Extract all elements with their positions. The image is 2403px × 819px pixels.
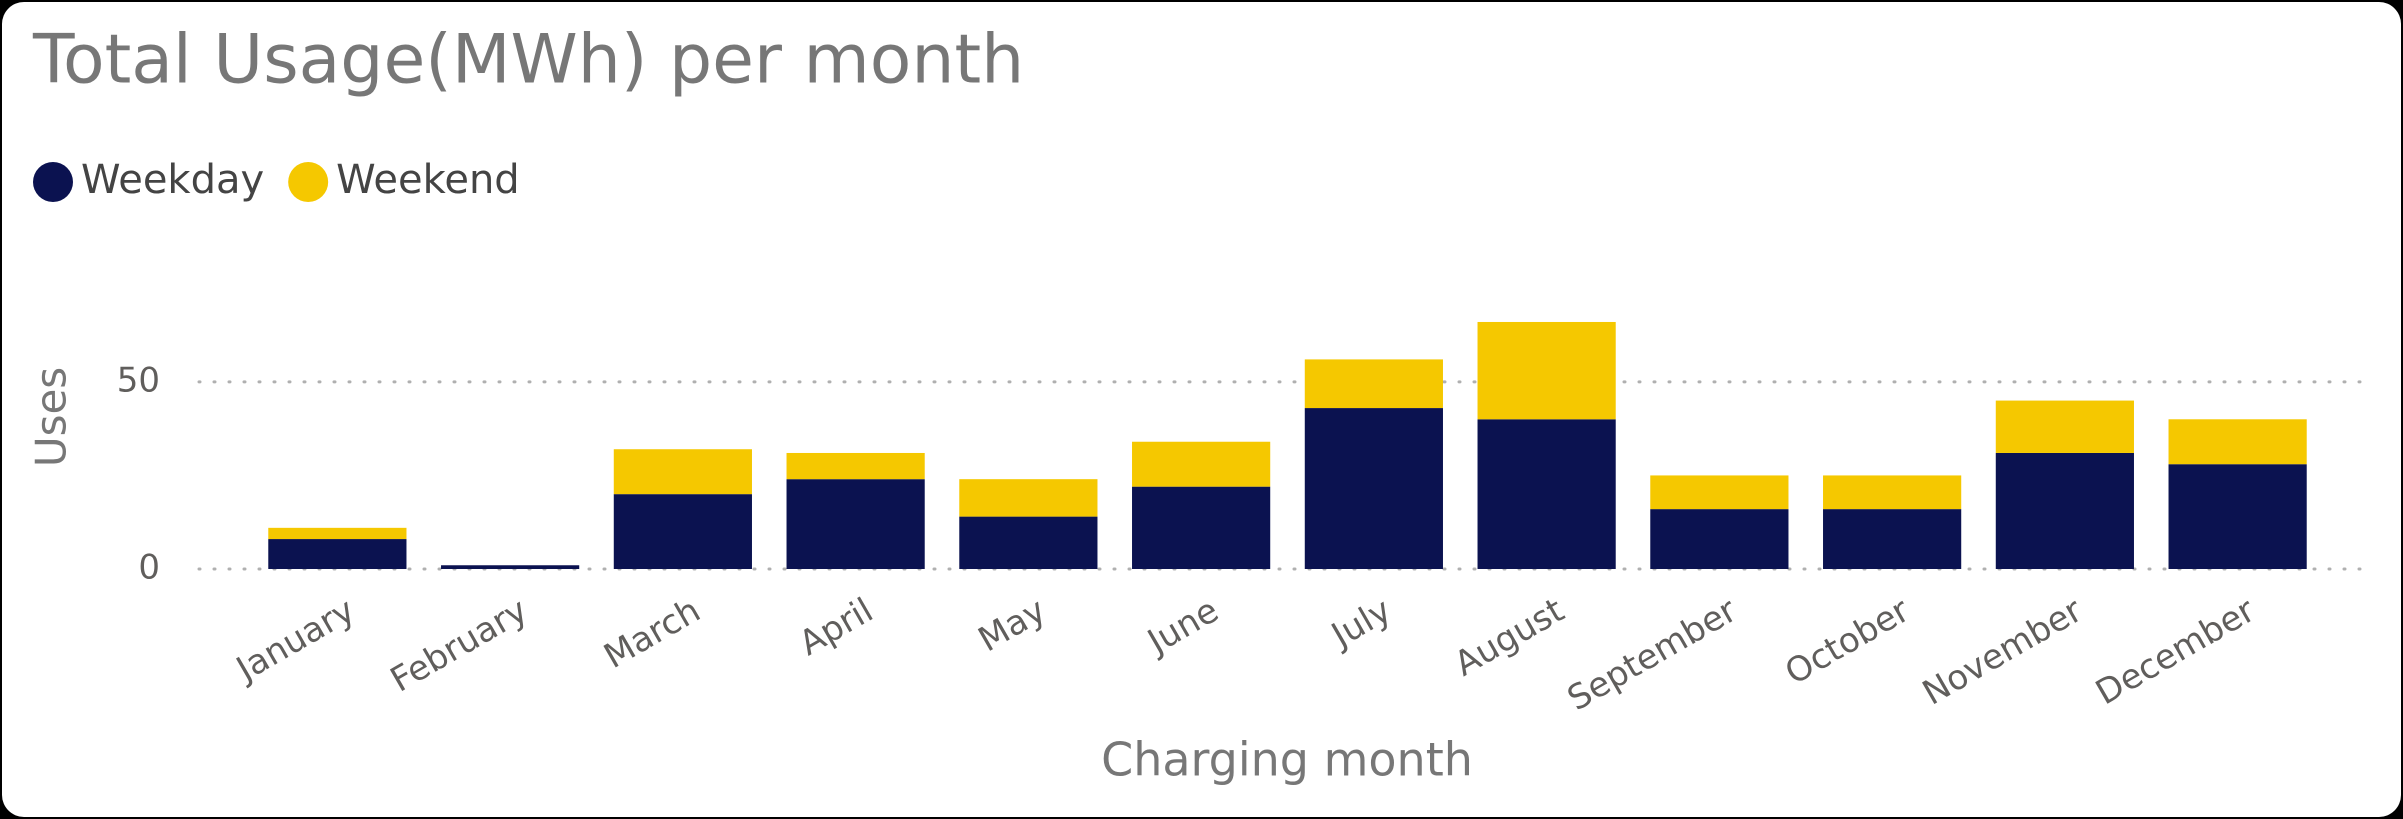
y-tick-label: 50 [117, 360, 160, 400]
bar-segment [613, 494, 752, 569]
bar-segment [1823, 509, 1962, 569]
legend-label: Weekday [81, 157, 264, 203]
bar-segment [613, 449, 752, 495]
bar-segment [2168, 464, 2307, 569]
legend-swatch [288, 162, 329, 202]
legend-label: Weekend [336, 157, 520, 203]
bar-segment [959, 516, 1098, 569]
bar-segment [441, 565, 580, 569]
bar-segment [268, 527, 407, 540]
y-tick-label: 0 [138, 548, 160, 588]
bar-segment [1477, 321, 1616, 420]
bar-segment [1650, 509, 1789, 569]
bar-segment [268, 539, 407, 569]
bar-segment [786, 452, 925, 480]
bar-segment [786, 479, 925, 569]
bar-segment [2168, 419, 2307, 465]
bar-segment [1995, 452, 2134, 569]
legend-swatch [33, 162, 73, 202]
y-axis-title: Uses [27, 367, 76, 467]
bar-segment [1650, 475, 1789, 510]
x-axis-title: Charging month [1101, 733, 1473, 787]
bar-segment [1995, 400, 2134, 453]
bar-segment [1132, 441, 1271, 487]
bar-segment [1477, 419, 1616, 569]
bar-segment [959, 479, 1098, 517]
bar-segment [1823, 475, 1962, 510]
bar-segment [1304, 359, 1443, 409]
chart-title: Total Usage(MWh) per month [32, 21, 1024, 100]
bar-segment [1304, 408, 1443, 569]
bar-segment [1132, 486, 1271, 569]
